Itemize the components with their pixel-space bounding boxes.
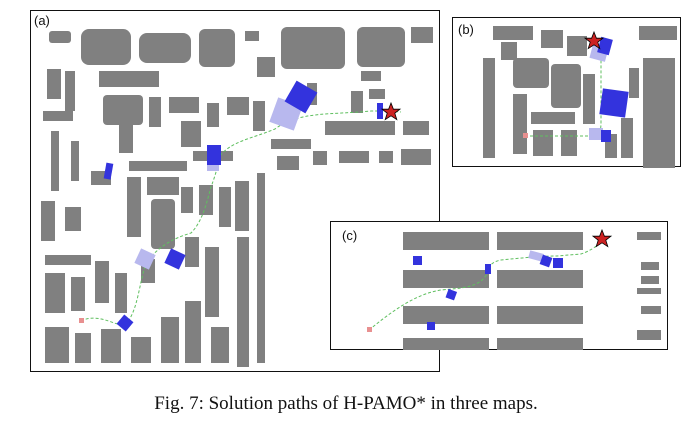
movable-objects-b [589,36,629,142]
panel-label-b: (b) [457,22,475,37]
map-panel-a: (a) [30,10,440,372]
map-panel-c: (c) [330,221,668,350]
obstacles-c [403,232,661,350]
start-marker [523,133,528,138]
map-b-canvas [483,26,677,168]
solution-path-c [368,239,604,331]
panel-label-c: (c) [341,228,359,243]
goal-star-icon [591,228,613,248]
movable-objects-a [103,80,383,332]
goal-star-icon [380,101,402,121]
figure-caption: Fig. 7: Solution paths of H-PAMO* in thr… [154,393,538,414]
movable-objects-c [413,250,563,330]
obstacles-a [41,27,433,367]
map-a-canvas [41,27,433,367]
goal-star-icon [583,30,605,50]
map-c-canvas [367,228,661,350]
start-marker [367,327,372,332]
obstacles-b [483,26,677,168]
panel-label-a: (a) [33,13,51,28]
start-marker [79,318,84,323]
map-panel-b: (b) [452,17,681,168]
